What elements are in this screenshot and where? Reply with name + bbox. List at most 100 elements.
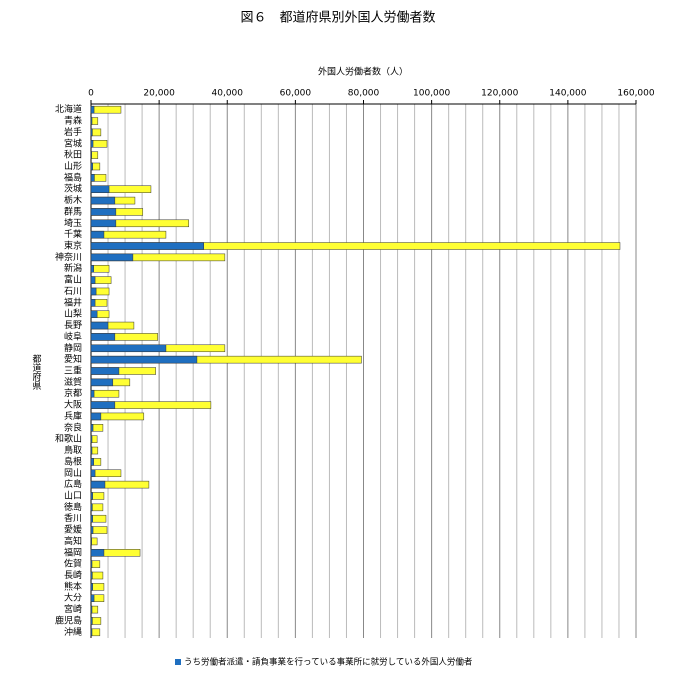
- bar: [90, 514, 93, 523]
- y-tick-label: 愛媛: [64, 524, 82, 536]
- bar: [90, 140, 108, 148]
- bar: [90, 299, 96, 307]
- bar: [90, 503, 93, 512]
- bar: [90, 401, 116, 409]
- y-tick-label: 京都: [64, 387, 82, 399]
- bar: [90, 549, 105, 557]
- chart-title: 図６ 都道府県別外国人労働者数: [240, 11, 435, 26]
- bar: [90, 378, 114, 387]
- bar: [90, 458, 94, 466]
- y-tick-label: 兵庫: [64, 410, 82, 422]
- bar: [90, 537, 92, 546]
- y-tick-label: 神奈川: [55, 251, 82, 263]
- y-tick-label: 青森: [64, 115, 82, 127]
- bar: [90, 333, 116, 341]
- y-tick-label: 北海道: [55, 103, 82, 115]
- bar: [90, 253, 134, 262]
- bar: [90, 389, 95, 398]
- y-tick-label: 佐賀: [64, 558, 82, 570]
- bar: [90, 503, 104, 512]
- bar: [90, 526, 108, 534]
- legend-label: うち労働者派遣・請負事業を行っている事業所に就労している外国人労働者: [184, 657, 473, 668]
- y-tick-label: 静岡: [64, 342, 82, 354]
- bar: [90, 526, 94, 534]
- y-tick-label: 岩手: [64, 126, 82, 138]
- bar: [90, 412, 102, 421]
- bar: [90, 605, 93, 614]
- y-tick-label: 東京: [64, 240, 82, 252]
- y-tick-label: 山梨: [64, 308, 82, 320]
- y-tick-label: 徳島: [64, 501, 82, 513]
- bar: [90, 435, 93, 443]
- y-tick-label: 沖縄: [64, 626, 82, 638]
- bar: [90, 480, 106, 489]
- bar: [90, 185, 110, 193]
- bar: [90, 196, 116, 205]
- bar: [90, 174, 95, 182]
- y-tick-label: 鳥取: [64, 444, 82, 456]
- bar: [90, 389, 120, 398]
- x-tick-label: 60,000: [280, 89, 312, 99]
- bar: [90, 446, 93, 455]
- y-tick-label: 高知: [64, 535, 82, 547]
- y-tick-label: 福井: [64, 296, 82, 308]
- bar: [90, 583, 93, 591]
- bar: [90, 264, 94, 273]
- y-tick-label: 新潟: [64, 262, 82, 274]
- bar: [90, 617, 93, 625]
- x-tick-label: 0: [88, 89, 94, 99]
- x-axis-label: 外国人労働者数（人）: [318, 66, 408, 78]
- bar: [90, 208, 117, 216]
- y-tick-label: 長野: [64, 320, 82, 331]
- y-tick-label: 島根: [64, 455, 82, 467]
- bar: [90, 151, 99, 159]
- x-tick-label: 120,000: [481, 89, 518, 99]
- bar: [90, 117, 93, 125]
- y-tick-label: 和歌山: [55, 433, 82, 445]
- bar: [90, 310, 98, 318]
- y-tick-label: 三重: [64, 365, 82, 377]
- bar: [90, 628, 101, 637]
- bar: [90, 424, 94, 432]
- x-tick-label: 160,000: [617, 89, 654, 99]
- bar: [90, 162, 93, 171]
- y-tick-label: 岡山: [64, 468, 82, 479]
- x-tick-label: 20,000: [143, 89, 175, 99]
- x-tick-label: 80,000: [348, 89, 380, 99]
- y-tick-label: 福島: [64, 171, 82, 183]
- bar: [90, 492, 93, 500]
- y-tick-label: 山口: [64, 490, 82, 501]
- y-tick-label: 群馬: [64, 205, 82, 217]
- y-tick-label: 栃木: [64, 194, 82, 206]
- y-tick-label: 愛知: [64, 353, 82, 365]
- bar: [90, 514, 107, 523]
- bar: [90, 105, 95, 114]
- bar: [90, 367, 120, 375]
- bar: [90, 242, 204, 250]
- y-tick-label: 秋田: [64, 149, 82, 161]
- bar: [90, 571, 104, 580]
- bar: [90, 355, 198, 364]
- y-tick-label: 宮崎: [64, 603, 82, 615]
- y-tick-label: 広島: [64, 478, 82, 490]
- bar: [90, 571, 93, 580]
- bar: [90, 230, 105, 239]
- bar: [90, 560, 101, 568]
- bar: [90, 594, 95, 602]
- bar: [90, 560, 93, 568]
- y-tick-label: 鹿児島: [55, 614, 82, 626]
- y-axis-label: 都道府県: [31, 354, 42, 391]
- bar: [90, 469, 122, 478]
- bar: [90, 321, 109, 330]
- bar: [90, 287, 97, 296]
- y-tick-label: 大阪: [64, 399, 82, 411]
- y-tick-label: 大分: [64, 592, 82, 604]
- y-tick-label: 山形: [64, 160, 82, 172]
- y-tick-label: 宮城: [64, 137, 82, 149]
- y-tick-label: 埼玉: [64, 217, 82, 229]
- bar: [90, 151, 92, 159]
- x-tick-label: 100,000: [413, 89, 450, 99]
- y-tick-label: 千葉: [64, 228, 82, 240]
- bar: [90, 105, 122, 114]
